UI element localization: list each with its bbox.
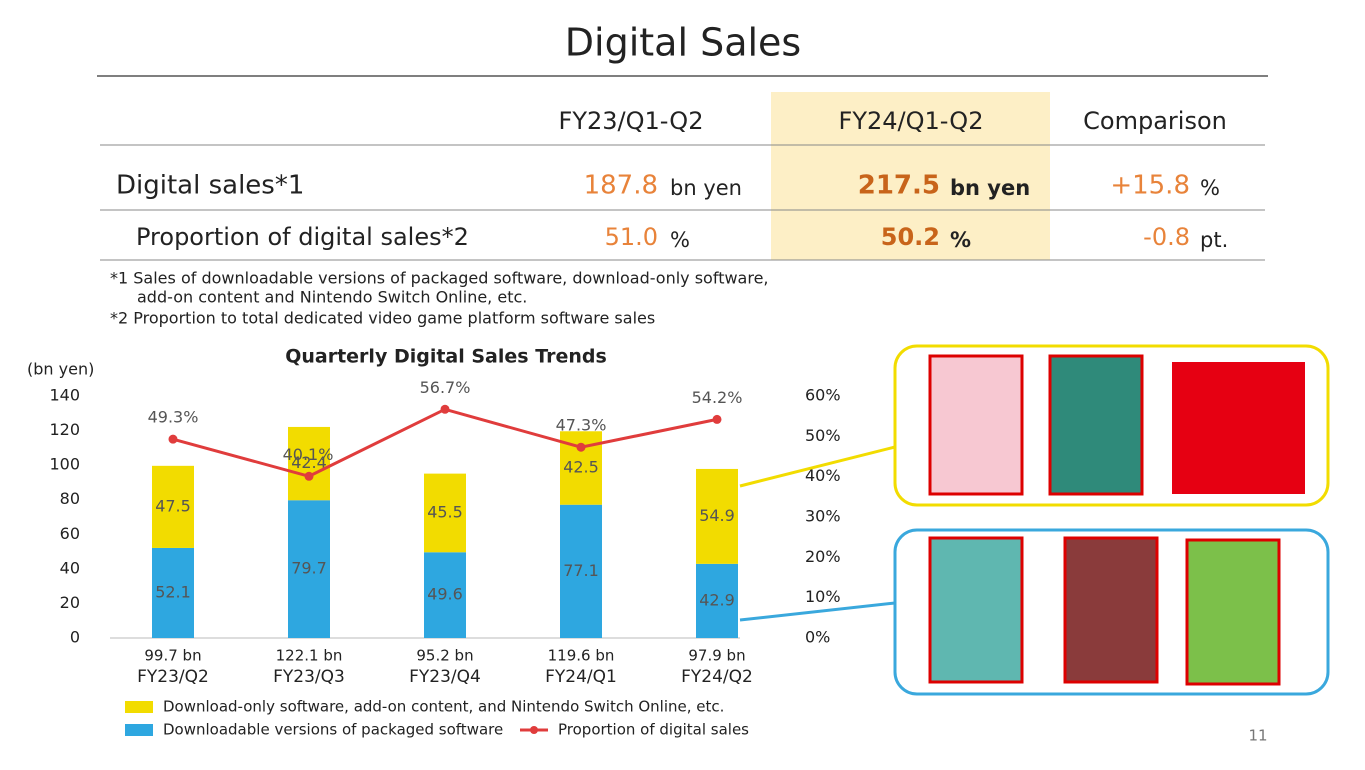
data-label: 79.7 — [291, 559, 327, 578]
row-label: Proportion of digital sales*2 — [136, 223, 469, 251]
line-point — [712, 414, 722, 424]
chart-title: Quarterly Digital Sales Trends — [285, 346, 607, 368]
line-point — [576, 442, 586, 452]
y2-tick-label: 50% — [805, 426, 841, 445]
y-tick-label: 140 — [49, 386, 80, 405]
line-point — [304, 471, 314, 481]
footnote: *2 Proportion to total dedicated video g… — [110, 309, 655, 328]
line-series — [172, 407, 718, 478]
x-tick-label: FY24/Q2 — [681, 667, 753, 687]
row-label: Digital sales*1 — [116, 171, 304, 201]
line-label: 49.3% — [148, 408, 199, 427]
callout-line — [739, 445, 896, 488]
legend-swatch — [530, 726, 538, 734]
data-label: 42.4 — [291, 453, 327, 472]
line-label: 56.7% — [420, 378, 471, 397]
table-header: FY23/Q1-Q2 — [559, 107, 704, 135]
legend-label: Downloadable versions of packaged softwa… — [163, 721, 503, 739]
y-tick-label: 0 — [70, 628, 80, 647]
data-label: 49.6 — [427, 585, 463, 604]
cell-unit: % — [1200, 176, 1220, 200]
data-label: 52.1 — [155, 582, 191, 601]
product-image — [1185, 538, 1281, 686]
y2-tick-label: 20% — [805, 547, 841, 566]
y-tick-label: 120 — [49, 420, 80, 439]
legend-swatch — [125, 701, 153, 713]
cell-value: 187.8 — [584, 171, 658, 201]
callout-line — [739, 601, 896, 622]
cell-unit: bn yen — [670, 176, 742, 200]
y-tick-label: 60 — [60, 524, 80, 543]
x-tick-label: FY23/Q3 — [273, 667, 345, 687]
bar-segment — [424, 473, 466, 553]
y2-tick-label: 40% — [805, 466, 841, 485]
total-label: 119.6 bn — [548, 647, 615, 665]
product-images — [928, 354, 1305, 686]
highlight-column — [771, 92, 1050, 260]
total-label: 95.2 bn — [416, 647, 473, 665]
footnote: add-on content and Nintendo Switch Onlin… — [137, 288, 527, 307]
data-label: 42.5 — [563, 457, 599, 476]
line-label: 40.1% — [283, 445, 334, 464]
line-label: 54.2% — [692, 388, 743, 407]
footnote: *1 Sales of downloadable versions of pac… — [110, 269, 769, 288]
cell-value: 51.0 — [605, 223, 658, 251]
total-label: 97.9 bn — [688, 647, 745, 665]
y-tick-label: 20 — [60, 593, 80, 612]
data-label: 45.5 — [427, 502, 463, 521]
product-image — [1172, 362, 1305, 494]
legend-label: Proportion of digital sales — [558, 721, 749, 739]
cell-value: 50.2 — [881, 223, 940, 251]
total-label: 99.7 bn — [144, 647, 201, 665]
slide-title: Digital Sales — [565, 21, 801, 65]
y2-tick-label: 10% — [805, 587, 841, 606]
y-axis-label: (bn yen) — [27, 360, 94, 379]
cell-unit: % — [950, 228, 971, 252]
x-tick-label: FY23/Q4 — [409, 667, 481, 687]
line-point — [168, 434, 178, 444]
cell-unit: pt. — [1200, 228, 1228, 252]
line-label: 47.3% — [556, 416, 607, 435]
y2-tick-label: 30% — [805, 507, 841, 526]
data-label: 77.1 — [563, 561, 599, 580]
cell-value: +15.8 — [1110, 171, 1190, 201]
x-tick-label: FY23/Q2 — [137, 667, 209, 687]
bar-segment — [288, 500, 330, 638]
line-point — [440, 404, 450, 414]
product-image — [1063, 536, 1159, 684]
bar-segment — [424, 552, 466, 638]
bar-segment — [696, 468, 738, 564]
cell-unit: bn yen — [950, 176, 1030, 200]
product-image — [1048, 354, 1144, 496]
table-header: Comparison — [1083, 107, 1227, 135]
bar-segment — [152, 547, 194, 638]
bar-segment — [696, 563, 738, 638]
legend-label: Download-only software, add-on content, … — [163, 698, 724, 716]
bar-segment — [288, 426, 330, 501]
cell-value: 217.5 — [858, 171, 940, 201]
bar-segment — [560, 504, 602, 638]
data-label: 54.9 — [699, 506, 735, 525]
bar-segment — [152, 465, 194, 548]
product-image — [928, 536, 1024, 684]
y2-tick-label: 60% — [805, 386, 841, 405]
y-tick-label: 100 — [49, 455, 80, 474]
data-label: 47.5 — [155, 496, 191, 515]
data-label: 42.9 — [699, 590, 735, 609]
cell-value: -0.8 — [1143, 223, 1190, 251]
cell-unit: % — [670, 228, 690, 252]
y-tick-label: 40 — [60, 558, 80, 577]
table-header: FY24/Q1-Q2 — [839, 107, 984, 135]
product-image — [928, 354, 1024, 496]
x-tick-label: FY24/Q1 — [545, 667, 617, 687]
total-label: 122.1 bn — [276, 647, 343, 665]
y-tick-label: 80 — [60, 489, 80, 508]
y2-tick-label: 0% — [805, 628, 830, 647]
page-number: 11 — [1248, 727, 1267, 745]
legend-swatch — [125, 724, 153, 736]
